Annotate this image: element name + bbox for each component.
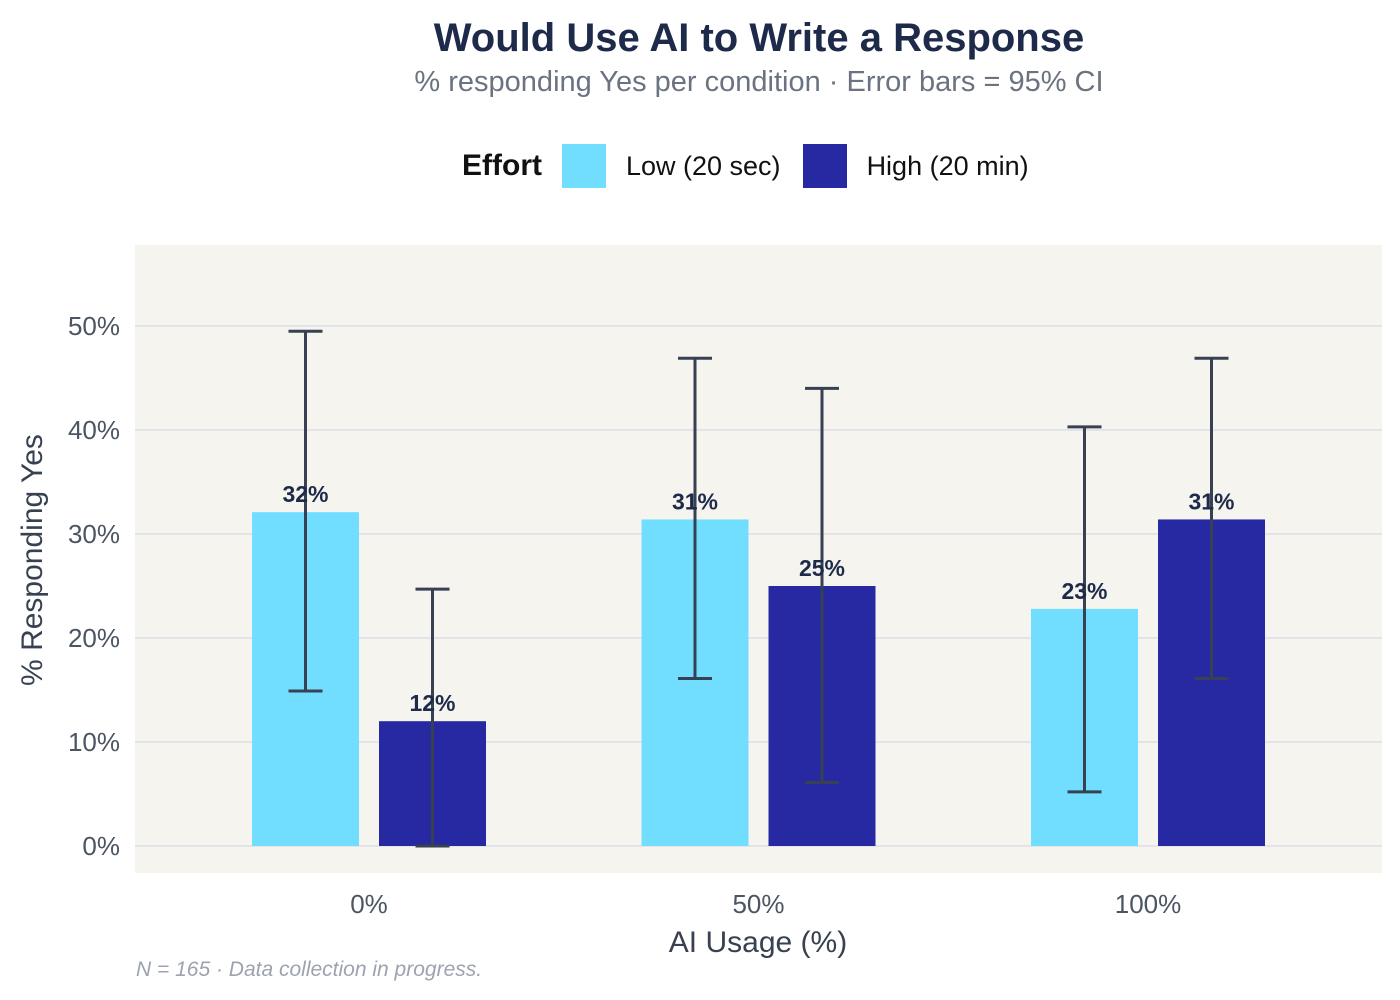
y-tick-label: 40% [68,415,120,445]
y-tick-label: 50% [68,311,120,341]
chart-title: Would Use AI to Write a Response [433,16,1085,60]
legend-swatch-low [561,144,606,188]
y-tick-label: 10% [68,727,120,757]
chart-subtitle: % responding Yes per condition · Error b… [414,66,1104,98]
legend-label-low: Low (20 sec) [625,150,781,181]
x-tick-label: 0% [350,889,388,919]
y-tick-label: 0% [82,831,120,861]
x-tick-label: 50% [732,889,784,919]
legend-label-high: High (20 min) [866,150,1029,181]
data-label: 32% [282,481,328,507]
legend: Effort Low (20 sec) High (20 min) [462,144,1051,188]
x-tick-label: 100% [1115,889,1182,919]
data-label: 12% [409,690,455,716]
data-label: 31% [672,488,718,514]
data-label: 31% [1188,488,1234,514]
data-label: 23% [1061,578,1107,604]
y-tick-label: 30% [68,519,120,549]
legend-swatch-high [802,144,847,188]
y-axis-title: % Responding Yes [16,434,49,686]
caption: N = 165 · Data collection in progress. [136,958,483,981]
data-label: 25% [799,555,845,581]
x-axis-title: AI Usage (%) [669,926,847,959]
y-tick-label: 20% [68,623,120,653]
legend-title: Effort [462,149,542,182]
